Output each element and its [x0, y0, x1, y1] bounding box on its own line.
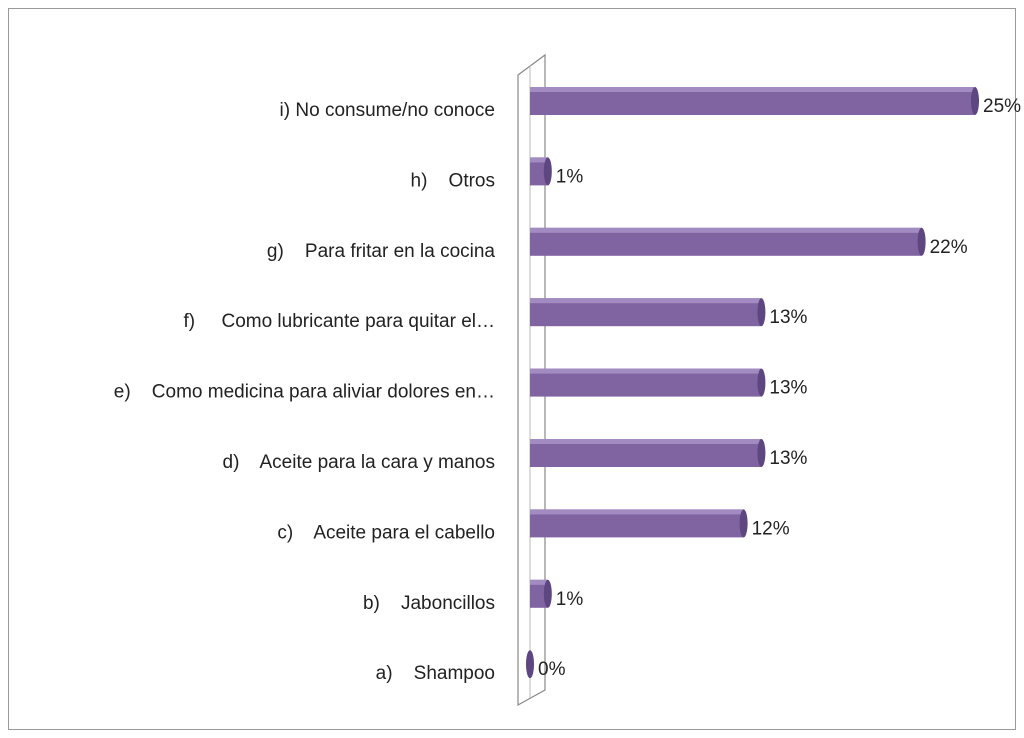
value-label: 1%: [556, 166, 584, 187]
category-label: a) Shampoo: [376, 663, 495, 684]
category-label: i) No consume/no conoce: [280, 100, 495, 121]
category-label: b) Jaboncillos: [363, 593, 495, 614]
category-label: g) Para fritar en la cocina: [267, 241, 496, 262]
bar: [530, 368, 766, 397]
value-label: 22%: [930, 237, 968, 258]
bar: [530, 87, 979, 115]
bar: [526, 650, 534, 679]
value-label: 0%: [538, 659, 566, 680]
value-label: 1%: [556, 589, 584, 610]
bar: [530, 579, 552, 608]
bar: [530, 509, 748, 538]
category-label: c) Aceite para el cabello: [277, 522, 495, 543]
value-label: 13%: [769, 307, 807, 328]
value-label: 25%: [983, 96, 1021, 117]
bar: [530, 298, 766, 327]
bar: [530, 157, 552, 186]
bar: [530, 439, 766, 467]
category-label: h) Otros: [411, 170, 495, 191]
bar: [530, 227, 926, 256]
value-label: 13%: [769, 378, 807, 399]
category-label: e) Como medicina para aliviar dolores en…: [114, 382, 495, 403]
chart-frame: [8, 8, 1016, 730]
value-label: 13%: [769, 448, 807, 469]
category-label: f) Como lubricante para quitar el…: [183, 311, 495, 332]
category-label: d) Aceite para la cara y manos: [223, 452, 495, 473]
value-label: 12%: [752, 518, 790, 539]
